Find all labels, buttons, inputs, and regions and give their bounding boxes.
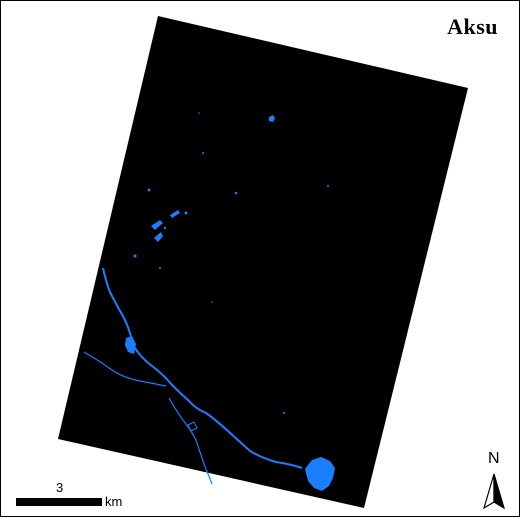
pond	[211, 301, 213, 303]
scale-bar: 3 km	[16, 480, 136, 510]
north-arrow: N	[480, 450, 514, 512]
river-channel	[187, 421, 198, 432]
north-label: N	[488, 450, 500, 467]
pond-cluster	[151, 220, 163, 230]
scale-unit: km	[105, 494, 123, 509]
pond	[202, 152, 204, 154]
river-main	[102, 267, 303, 469]
pond	[133, 254, 137, 258]
small-lake	[269, 115, 275, 122]
water-bodies	[83, 112, 335, 491]
pond	[327, 185, 329, 187]
pond	[147, 188, 151, 192]
scale-bar-segment	[16, 498, 102, 506]
map-title: Aksu	[447, 14, 498, 39]
pond-cluster	[154, 232, 163, 242]
pond	[159, 267, 161, 269]
river-channel	[168, 397, 213, 485]
pond	[198, 112, 200, 114]
pond-cluster	[170, 210, 180, 218]
pond	[163, 226, 167, 230]
pond	[283, 412, 285, 414]
scale-number: 3	[56, 480, 64, 495]
image-footprint	[58, 16, 468, 508]
reservoir	[305, 457, 335, 491]
river-channel	[83, 351, 167, 387]
north-arrow-icon	[482, 473, 506, 510]
river-wide-section	[125, 336, 136, 354]
pond	[184, 211, 188, 215]
pond	[234, 191, 238, 195]
